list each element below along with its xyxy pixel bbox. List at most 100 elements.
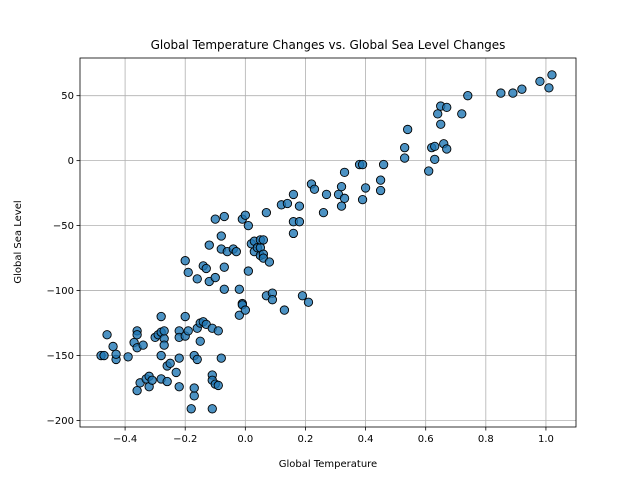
scatter-point (192, 354, 202, 365)
scatter-point (258, 235, 269, 245)
scatter-point (282, 198, 293, 209)
scatter-point (303, 297, 314, 307)
scatter-point (147, 375, 157, 385)
scatter-point (375, 175, 386, 185)
scatter-point (99, 350, 109, 361)
y-tick-label: −150 (47, 351, 74, 362)
scatter-point (442, 102, 452, 113)
scatter-point (186, 404, 196, 414)
scatter-point (400, 153, 410, 163)
scatter-point (213, 326, 223, 336)
scatter-point (240, 210, 250, 220)
scatter-point (219, 211, 229, 222)
scatter-point (336, 201, 347, 211)
scatter-point (288, 189, 299, 200)
scatter-point (219, 262, 229, 272)
y-tick-label: −100 (47, 286, 74, 297)
scatter-point (207, 404, 217, 414)
y-axis-label: Global Sea Level (13, 200, 24, 283)
scatter-point (159, 326, 169, 336)
scatter-point (210, 214, 220, 224)
scatter-point (216, 231, 226, 241)
scatter-point (204, 240, 214, 250)
scatter-point (424, 166, 434, 176)
scatter-point (261, 207, 272, 218)
scatter-point (102, 330, 112, 340)
x-tick-label: 0.6 (418, 434, 434, 445)
x-axis-label: Global Temperature (279, 459, 377, 470)
scatter-point (180, 256, 190, 266)
scatter-point (189, 383, 199, 393)
scatter-point (108, 341, 118, 352)
scatter-point (138, 340, 148, 350)
scatter-point (294, 201, 305, 211)
scatter-point (535, 76, 545, 87)
scatter-point (111, 349, 121, 359)
scatter-point (267, 295, 278, 305)
scatter-point (231, 246, 241, 257)
scatter-point (400, 143, 410, 153)
scatter-point (213, 380, 223, 391)
scatter-point (436, 119, 446, 129)
scatter-point (174, 382, 184, 392)
scatter-point (201, 263, 211, 274)
scatter-point (234, 284, 244, 294)
x-tick-label: −0.2 (173, 434, 197, 445)
scatter-point (544, 83, 554, 93)
scatter-point (378, 159, 389, 170)
y-tick-label: −200 (47, 416, 74, 427)
y-tick-label: −50 (53, 221, 74, 232)
scatter-point (463, 91, 473, 101)
scatter-point (508, 88, 518, 98)
scatter-point (243, 266, 253, 276)
scatter-point (192, 274, 202, 284)
x-tick-label: 0.8 (478, 434, 494, 445)
scatter-point (357, 159, 368, 170)
scatter-point (288, 228, 299, 239)
scatter-point (180, 311, 190, 322)
scatter-point (360, 183, 371, 193)
scatter-point (309, 184, 320, 194)
scatter-point (375, 185, 386, 196)
scatter-point (279, 305, 290, 315)
scatter-point (171, 367, 181, 378)
x-tick-label: 0.2 (298, 434, 314, 445)
scatter-point (433, 109, 443, 119)
scatter-point (442, 144, 452, 154)
plot-area-frame (79, 57, 577, 428)
scatter-point (195, 336, 205, 346)
scatter-point (189, 391, 199, 401)
scatter-point (243, 220, 253, 231)
y-tick-label: 0 (68, 156, 74, 167)
scatter-point (162, 376, 172, 387)
scatter-point (216, 353, 226, 363)
scatter-point (321, 189, 332, 200)
scatter-point (132, 385, 142, 396)
scatter-point (297, 291, 308, 301)
axis-ticks: −0.4 −0.2 0.0 0.2 0.4 0.6 0.8 1.0 −200 −150 −100 −5… (47, 91, 554, 445)
scatter-point (156, 350, 166, 361)
scatter-point (403, 124, 413, 135)
scatter-point (496, 88, 506, 98)
scatter-point (430, 141, 440, 152)
scatter-point (174, 353, 184, 363)
scatter-point (547, 70, 557, 80)
scatter-point (336, 181, 347, 192)
scatter-point (339, 193, 350, 203)
chart-title: Global Temperature Changes vs. Global Se… (151, 38, 506, 52)
scatter-point (210, 272, 220, 283)
scatter-point (132, 330, 142, 340)
scatter-point (357, 194, 368, 205)
scatter-point (294, 217, 305, 227)
x-tick-label: 0.0 (237, 434, 253, 445)
data-points (96, 70, 557, 414)
scatter-point (264, 257, 275, 267)
scatter-point (183, 326, 193, 336)
x-tick-label: −0.4 (113, 434, 137, 445)
scatter-point (156, 311, 166, 322)
x-tick-label: 1.0 (538, 434, 554, 445)
scatter-point (318, 207, 329, 218)
y-tick-label: 50 (61, 91, 74, 102)
